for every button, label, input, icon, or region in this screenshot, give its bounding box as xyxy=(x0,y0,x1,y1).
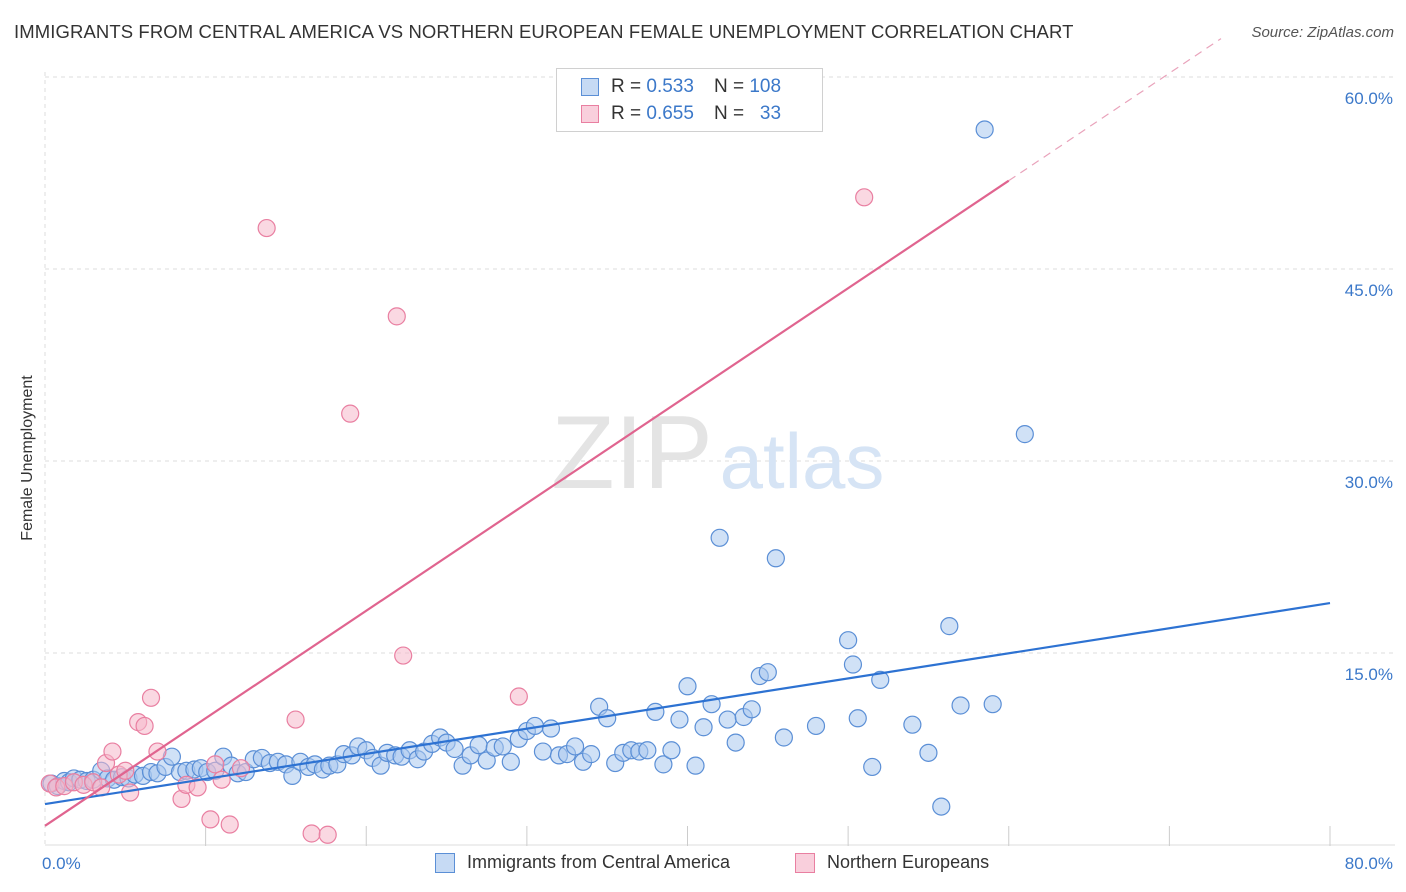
data-point-northern-europeans xyxy=(212,770,231,789)
legend-label-northern-europeans: Northern Europeans xyxy=(827,852,990,872)
data-point-northern-europeans xyxy=(318,825,337,844)
data-point-central-america xyxy=(774,728,793,747)
data-point-central-america xyxy=(983,695,1002,714)
data-point-central-america xyxy=(919,743,938,762)
trend-extension-northern-europeans xyxy=(1008,38,1222,182)
data-point-central-america xyxy=(1015,425,1034,444)
y-tick-label: 30.0% xyxy=(1345,473,1393,492)
series-legend: Immigrants from Central America Northern… xyxy=(0,852,1406,878)
data-point-central-america xyxy=(839,631,858,650)
data-point-northern-europeans xyxy=(201,810,220,829)
data-point-northern-europeans xyxy=(387,307,406,326)
data-point-central-america xyxy=(533,742,553,761)
x-tick-label: 80.0% xyxy=(1345,854,1393,873)
data-point-central-america xyxy=(686,756,705,775)
y-tick-label: 60.0% xyxy=(1345,89,1393,108)
data-point-northern-europeans xyxy=(257,218,276,238)
data-point-central-america xyxy=(646,702,665,721)
x-axis-tick-labels: 0.0% 80.0% xyxy=(42,854,1393,873)
data-point-central-america xyxy=(654,755,673,774)
data-point-central-america xyxy=(975,120,994,139)
x-axis-ticks xyxy=(205,826,1331,846)
data-point-northern-europeans xyxy=(206,755,225,774)
data-point-northern-europeans xyxy=(394,646,413,665)
legend-r-value: 0.533 xyxy=(646,76,694,97)
data-point-central-america xyxy=(940,617,959,636)
data-point-northern-europeans xyxy=(141,688,161,707)
data-point-central-america xyxy=(694,718,713,737)
data-point-central-america xyxy=(726,733,745,752)
legend-swatch-blue xyxy=(435,852,455,873)
legend-label-central-america: Immigrants from Central America xyxy=(467,852,731,872)
data-point-central-america xyxy=(758,663,777,682)
data-point-central-america xyxy=(843,655,863,674)
trend-line-central-america xyxy=(44,601,1331,806)
data-point-northern-europeans xyxy=(135,716,154,736)
data-point-central-america xyxy=(662,741,681,760)
data-point-central-america xyxy=(493,737,512,756)
legend-r-label: R = xyxy=(611,103,642,124)
data-point-northern-europeans xyxy=(509,687,528,706)
data-point-central-america xyxy=(932,797,951,816)
data-point-central-america xyxy=(742,700,761,719)
watermark: ZIP atlas xyxy=(551,395,884,511)
data-point-central-america xyxy=(565,737,585,756)
legend-r-label: R = xyxy=(611,76,642,97)
trend-lines xyxy=(44,38,1331,827)
y-tick-label: 45.0% xyxy=(1345,281,1393,300)
data-point-central-america xyxy=(863,757,882,777)
legend-item-central-america[interactable]: Immigrants from Central America xyxy=(435,852,730,873)
legend-row-central-america: R = 0.533 N = 108 xyxy=(581,75,781,99)
legend-n-value: 33 xyxy=(759,103,782,124)
x-tick-label: 0.0% xyxy=(42,854,81,873)
source-label: Source: ZipAtlas.com xyxy=(1251,24,1394,41)
data-point-northern-europeans xyxy=(302,824,321,843)
data-point-central-america xyxy=(710,528,729,547)
data-point-northern-europeans xyxy=(103,742,122,761)
data-point-northern-europeans xyxy=(341,404,360,423)
legend-n-value: 108 xyxy=(749,76,782,97)
chart-title: IMMIGRANTS FROM CENTRAL AMERICA VS NORTH… xyxy=(14,21,1074,42)
data-point-northern-europeans xyxy=(220,815,239,834)
data-point-northern-europeans xyxy=(286,710,305,729)
data-point-northern-europeans xyxy=(188,778,207,797)
data-point-central-america xyxy=(283,766,302,785)
legend-swatch-blue xyxy=(581,78,599,96)
data-point-central-america xyxy=(871,670,890,689)
data-point-central-america xyxy=(501,752,520,771)
data-point-central-america xyxy=(678,677,697,696)
y-axis-tick-labels: 15.0% 30.0% 45.0% 60.0% xyxy=(1345,89,1393,684)
legend-swatch-pink xyxy=(581,105,599,123)
legend-n-label: N = xyxy=(713,103,745,124)
data-point-central-america xyxy=(848,709,867,728)
data-point-central-america xyxy=(477,751,496,770)
data-point-central-america xyxy=(638,741,657,760)
data-point-central-america xyxy=(598,709,617,728)
data-point-central-america xyxy=(541,719,561,738)
data-point-central-america xyxy=(766,549,785,568)
data-point-central-america xyxy=(718,710,737,729)
legend-item-northern-europeans[interactable]: Northern Europeans xyxy=(795,852,989,873)
data-point-central-america xyxy=(903,715,922,734)
data-point-central-america xyxy=(469,736,488,755)
legend-swatch-pink xyxy=(795,852,815,873)
watermark-atlas: atlas xyxy=(720,417,885,505)
series-central-america-points xyxy=(42,120,1034,816)
y-tick-label: 15.0% xyxy=(1345,665,1393,684)
trend-line-northern-europeans xyxy=(44,179,1010,827)
legend-n-label: N = xyxy=(713,76,745,97)
watermark-zip: ZIP xyxy=(551,395,713,511)
legend-row-northern-europeans: R = 0.655 N = 33 xyxy=(581,102,781,126)
data-point-central-america xyxy=(806,716,826,736)
data-point-central-america xyxy=(445,739,464,759)
correlation-legend: R = 0.533 N = 108 R = 0.655 N = 33 xyxy=(556,68,823,132)
legend-r-value: 0.655 xyxy=(646,103,694,124)
data-point-northern-europeans xyxy=(855,188,874,207)
data-point-central-america xyxy=(951,696,970,715)
data-point-central-america xyxy=(582,745,601,764)
data-point-central-america xyxy=(670,710,689,729)
